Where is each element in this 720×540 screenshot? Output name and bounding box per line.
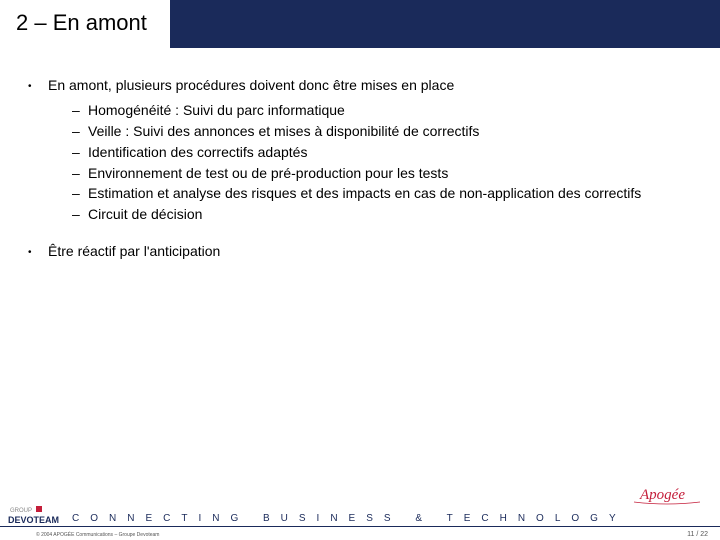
sub-item-text: Veille : Suivi des annonces et mises à d…	[88, 122, 700, 141]
sub-item: – Veille : Suivi des annonces et mises à…	[66, 122, 700, 141]
logo-devoteam-text: DEVOTEAM	[8, 515, 59, 525]
footer-tagline: CONNECTING BUSINESS & TECHNOLOGY	[72, 513, 710, 524]
footer-divider	[0, 526, 720, 527]
sub-item-text: Estimation et analyse des risques et des…	[88, 184, 700, 203]
footer: Apogée GROUP DEVOTEAM CONNECTING BUSINES…	[0, 496, 720, 540]
logo-group-text: GROUP	[10, 508, 32, 514]
sub-item: – Environnement de test ou de pré-produc…	[66, 164, 700, 183]
slide-title: 2 – En amont	[16, 10, 147, 36]
sub-item: – Circuit de décision	[66, 205, 700, 224]
logo-devoteam: GROUP DEVOTEAM	[8, 504, 66, 526]
sub-list: – Homogénéité : Suivi du parc informatiq…	[66, 101, 700, 224]
sub-item: – Identification des correctifs adaptés	[66, 143, 700, 162]
bullet-icon: •	[28, 242, 48, 261]
title-bar: 2 – En amont	[0, 0, 720, 48]
sub-item-text: Identification des correctifs adaptés	[88, 143, 700, 162]
logo-apogee: Apogée	[632, 484, 702, 508]
sub-bullet-icon: –	[66, 101, 88, 120]
main-item: • Être réactif par l'anticipation	[28, 242, 700, 261]
logo-apogee-text: Apogée	[639, 487, 685, 503]
sub-bullet-icon: –	[66, 122, 88, 141]
main-item-text: En amont, plusieurs procédures doivent d…	[48, 76, 454, 95]
sub-bullet-icon: –	[66, 164, 88, 183]
content-area: • En amont, plusieurs procédures doivent…	[0, 48, 720, 261]
sub-item: – Homogénéité : Suivi du parc informatiq…	[66, 101, 700, 120]
bullet-icon: •	[28, 76, 48, 95]
sub-bullet-icon: –	[66, 143, 88, 162]
sub-item-text: Circuit de décision	[88, 205, 700, 224]
sub-bullet-icon: –	[66, 205, 88, 224]
sub-item-text: Environnement de test ou de pré-producti…	[88, 164, 700, 183]
footer-copyright: © 2004 APOGÉE Communications – Groupe De…	[36, 532, 159, 538]
sub-bullet-icon: –	[66, 184, 88, 203]
sub-item: – Estimation et analyse des risques et d…	[66, 184, 700, 203]
sub-item-text: Homogénéité : Suivi du parc informatique	[88, 101, 700, 120]
main-item: • En amont, plusieurs procédures doivent…	[28, 76, 700, 95]
main-item-text: Être réactif par l'anticipation	[48, 242, 220, 261]
page-number: 11 / 22	[687, 531, 708, 538]
